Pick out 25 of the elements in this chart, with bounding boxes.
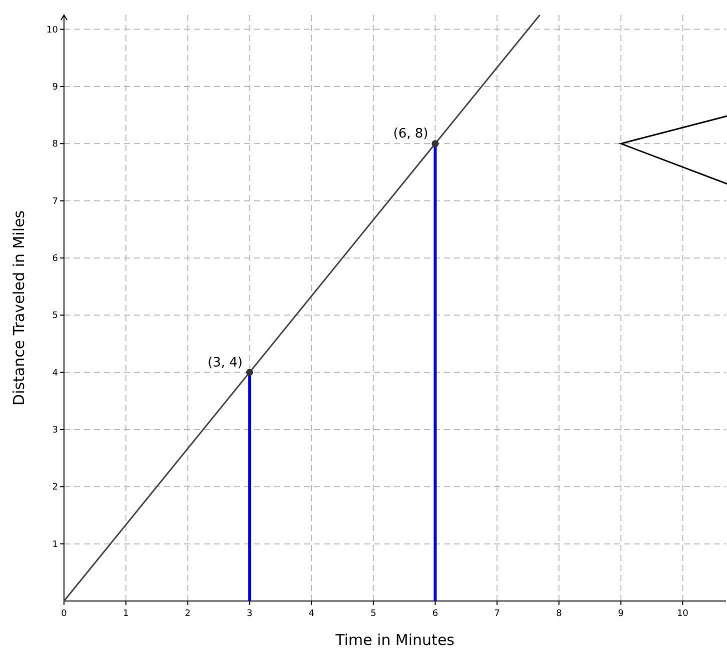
y-axis-title: Distance Traveled in Miles <box>10 210 28 406</box>
x-tick-label: 0 <box>61 609 68 619</box>
annotation: (3, 4) <box>208 355 243 370</box>
y-tick-label: 10 <box>46 25 58 36</box>
x-tick-label: 2 <box>184 609 191 619</box>
y-tick-label: 8 <box>52 140 58 150</box>
y-tick-label: 1 <box>52 540 58 550</box>
y-tick-label: 7 <box>52 196 58 207</box>
y-tick-label: 3 <box>52 425 58 436</box>
y-tick-label: 9 <box>52 82 58 92</box>
x-tick-label: 7 <box>494 609 500 619</box>
annotation: (6, 8) <box>393 126 428 142</box>
x-tick-label: 10 <box>676 609 689 619</box>
y-tick-label: 2 <box>52 482 58 493</box>
x-tick-label: 3 <box>246 609 252 619</box>
x-axis-title: Time in Minutes <box>334 631 455 649</box>
x-tick-label: 9 <box>618 609 624 619</box>
y-tick-label: 6 <box>52 254 58 264</box>
y-tick-label: 5 <box>52 311 58 322</box>
y-tick-label: 4 <box>52 368 58 378</box>
x-tick-label: 4 <box>308 609 315 619</box>
x-tick-label: 6 <box>432 609 438 619</box>
x-tick-label: 1 <box>123 609 129 619</box>
x-tick-label: 5 <box>370 609 376 619</box>
x-tick-label: 8 <box>556 609 562 619</box>
